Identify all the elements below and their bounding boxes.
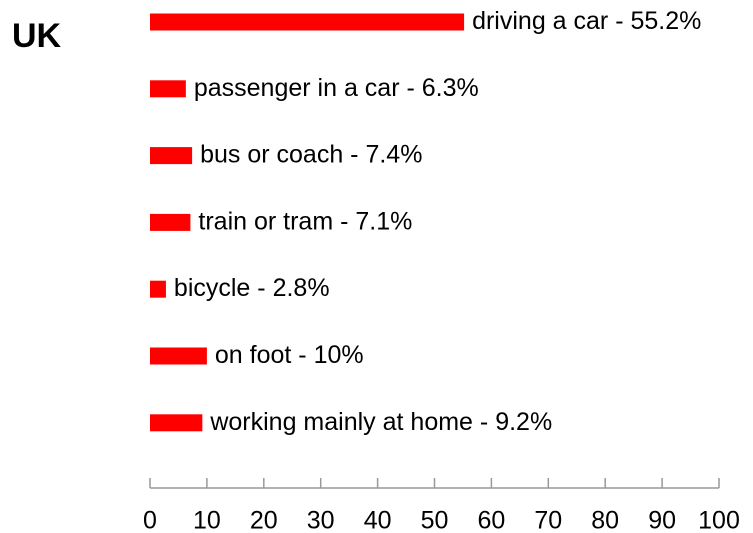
separator: -: [333, 207, 355, 235]
value-label: 6.3%: [422, 73, 479, 101]
separator: -: [343, 140, 365, 168]
separator: -: [250, 274, 272, 302]
x-tick-label: 100: [698, 507, 740, 533]
bar: [150, 414, 203, 432]
value-label: 7.1%: [355, 207, 412, 235]
separator: -: [608, 7, 630, 35]
bar-label: bicycle - 2.8%: [174, 274, 330, 302]
x-tick-label: 50: [421, 507, 449, 533]
x-tick-label: 60: [477, 507, 505, 533]
bar-label: on foot - 10%: [215, 341, 364, 369]
category-label: bus or coach: [200, 140, 343, 168]
bar: [150, 13, 465, 31]
bar: [150, 147, 193, 165]
value-label: 7.4%: [365, 140, 422, 168]
x-tick-label: 90: [648, 507, 676, 533]
bar: [150, 80, 186, 98]
category-label: driving a car: [472, 7, 608, 35]
separator: -: [400, 73, 422, 101]
bar-label: bus or coach - 7.4%: [200, 140, 422, 168]
x-tick-label: 80: [591, 507, 619, 533]
bar-label: driving a car - 55.2%: [472, 7, 701, 35]
value-label: 2.8%: [273, 274, 330, 302]
category-label: on foot: [215, 341, 292, 369]
separator: -: [473, 407, 495, 435]
x-tick-label: 20: [250, 507, 278, 533]
x-tick-label: 70: [534, 507, 562, 533]
category-label: train or tram: [198, 207, 333, 235]
bar-label: passenger in a car - 6.3%: [194, 73, 479, 101]
value-label: 10%: [314, 341, 364, 369]
chart-title: UK: [12, 17, 62, 55]
category-label: passenger in a car: [194, 73, 400, 101]
x-tick-label: 0: [143, 507, 157, 533]
separator: -: [291, 341, 313, 369]
category-label: bicycle: [174, 274, 250, 302]
category-label: working mainly at home: [209, 407, 473, 435]
x-tick-label: 30: [307, 507, 335, 533]
bar: [150, 347, 207, 365]
x-tick-label: 40: [364, 507, 392, 533]
bar-label: train or tram - 7.1%: [198, 207, 412, 235]
bar: [150, 280, 166, 298]
bar: [150, 213, 191, 231]
bar-label: working mainly at home - 9.2%: [209, 407, 552, 435]
value-label: 55.2%: [630, 7, 701, 35]
value-label: 9.2%: [495, 407, 552, 435]
x-tick-label: 10: [193, 507, 221, 533]
